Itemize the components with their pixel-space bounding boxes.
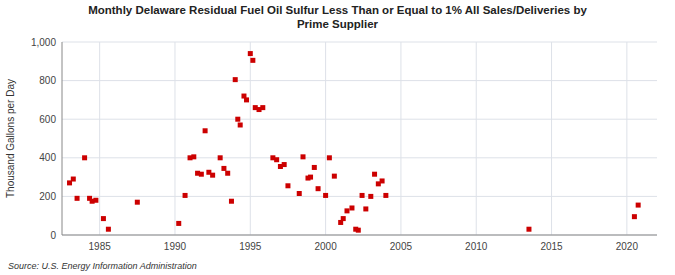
grid-line-y <box>62 42 657 43</box>
point <box>332 174 337 179</box>
grid-line-y <box>62 235 657 236</box>
point <box>312 165 317 170</box>
point <box>526 227 531 232</box>
y-tick-label: 0 <box>50 230 56 241</box>
grid-line-x <box>400 42 401 235</box>
point <box>341 216 346 221</box>
title-line: Monthly Delaware Residual Fuel Oil Sulfu… <box>88 4 587 16</box>
y-tick-label: 800 <box>39 75 56 86</box>
grid-line-x <box>476 42 477 235</box>
point <box>101 216 106 221</box>
grid-line-x <box>551 42 552 235</box>
point <box>210 173 215 178</box>
chart: Monthly Delaware Residual Fuel Oil Sulfu… <box>0 0 675 275</box>
y-tick-label: 200 <box>39 191 56 202</box>
point <box>229 199 234 204</box>
grid-line-x <box>99 42 100 235</box>
point <box>82 155 87 160</box>
grid-line-x <box>626 42 627 235</box>
point <box>323 193 328 198</box>
x-tick-label: 1985 <box>89 241 112 252</box>
point <box>233 77 238 82</box>
point <box>176 221 181 226</box>
point <box>344 208 349 213</box>
point <box>191 154 196 159</box>
y-tick-label: 1,000 <box>31 37 56 48</box>
y-axis-label: Thousand Gallons per Day <box>5 79 16 198</box>
points <box>67 51 641 233</box>
x-axis-line <box>62 235 657 236</box>
point <box>372 172 377 177</box>
point <box>71 177 76 182</box>
point <box>221 166 226 171</box>
grid-line-x <box>250 42 251 235</box>
point <box>356 228 361 233</box>
point <box>383 193 388 198</box>
point <box>308 175 313 180</box>
point <box>282 162 287 167</box>
y-tick-label: 600 <box>39 114 56 125</box>
point <box>274 157 279 162</box>
x-tick-label: 1995 <box>239 241 262 252</box>
point <box>248 51 253 56</box>
point <box>75 196 80 201</box>
x-tick-label: 2015 <box>540 241 563 252</box>
x-tick-label: 2010 <box>465 241 488 252</box>
point <box>93 198 98 203</box>
grid-line-y <box>62 119 657 120</box>
axes: 0 200 400 600 800 1,000 1985 1990 1995 2000 2005 20… <box>31 37 657 253</box>
y-tick-label: 400 <box>39 152 56 163</box>
grid <box>62 42 657 235</box>
grid-line-y <box>62 157 657 158</box>
point <box>250 58 255 63</box>
x-tick-label: 2020 <box>616 241 639 252</box>
point <box>285 183 290 188</box>
point <box>106 227 111 232</box>
point <box>260 105 265 110</box>
grid-line-x <box>325 42 326 235</box>
point <box>199 172 204 177</box>
point <box>363 206 368 211</box>
point <box>225 171 230 176</box>
point <box>327 155 332 160</box>
y-axis-line <box>62 42 63 235</box>
point <box>368 194 373 199</box>
source: Source: U.S. Energy Information Administ… <box>8 261 197 271</box>
point <box>632 214 637 219</box>
x-tick-label: 2000 <box>314 241 337 252</box>
point <box>203 128 208 133</box>
point <box>301 154 306 159</box>
point <box>636 203 641 208</box>
point <box>218 155 223 160</box>
point <box>244 97 249 102</box>
point <box>380 178 385 183</box>
point <box>360 193 365 198</box>
point <box>135 200 140 205</box>
point <box>235 117 240 122</box>
grid-line-x <box>174 42 175 235</box>
title-line: Prime Supplier <box>297 18 379 30</box>
x-tick-label: 2005 <box>390 241 413 252</box>
point <box>316 186 321 191</box>
point <box>297 191 302 196</box>
grid-line-y <box>62 196 657 197</box>
x-tick-label: 1990 <box>164 241 187 252</box>
title: Monthly Delaware Residual Fuel Oil Sulfu… <box>88 4 587 30</box>
point <box>349 205 354 210</box>
point <box>238 122 243 127</box>
grid-line-y <box>62 80 657 81</box>
point <box>183 193 188 198</box>
